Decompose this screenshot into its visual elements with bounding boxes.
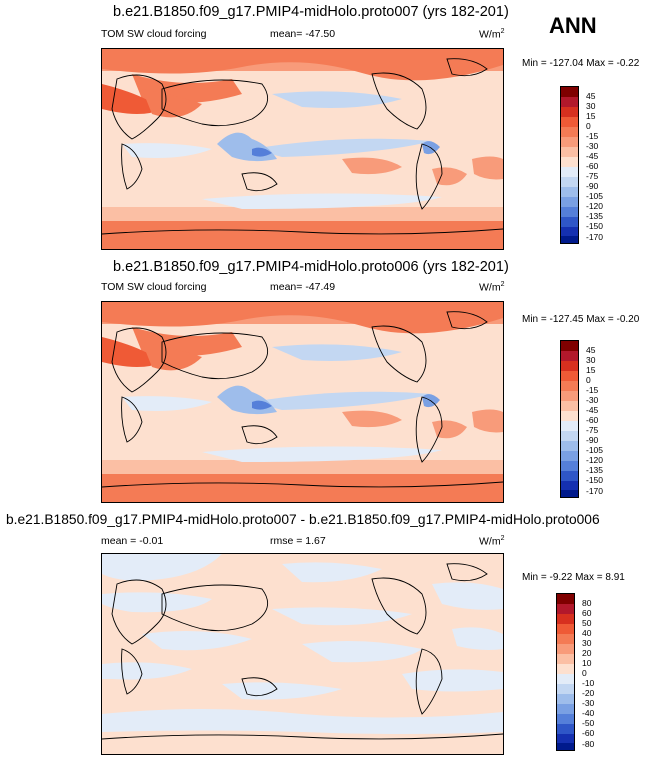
tick-label: 50 bbox=[582, 618, 592, 628]
tick-label: -105 bbox=[586, 445, 604, 455]
tick-label: -90 bbox=[586, 435, 599, 445]
tick-label: 15 bbox=[586, 365, 596, 375]
minmax-label: Min = -127.04 Max = -0.22 bbox=[522, 58, 640, 69]
map-panel-2 bbox=[101, 301, 504, 503]
tick-label: -30 bbox=[586, 395, 599, 405]
tick-label: -75 bbox=[586, 171, 599, 181]
tick-label: -170 bbox=[586, 232, 604, 242]
tick-label: -75 bbox=[586, 425, 599, 435]
mean-label: mean= -47.50 bbox=[270, 28, 336, 40]
panel-title: b.e21.B1850.f09_g17.PMIP4-midHolo.proto0… bbox=[6, 512, 600, 527]
panel-title: b.e21.B1850.f09_g17.PMIP4-midHolo.proto0… bbox=[113, 259, 509, 275]
minmax-label: Min = -127.45 Max = -0.20 bbox=[522, 314, 640, 325]
tick-label: -15 bbox=[586, 385, 599, 395]
tick-label: 80 bbox=[582, 598, 592, 608]
tick-label: -135 bbox=[586, 465, 604, 475]
tick-label: 10 bbox=[582, 658, 592, 668]
mean-label: mean = -0.01 bbox=[101, 535, 164, 547]
tick-label: -105 bbox=[586, 191, 604, 201]
tick-label: -20 bbox=[582, 688, 595, 698]
minmax-label: Min = -9.22 Max = 8.91 bbox=[522, 572, 625, 583]
tick-label: -40 bbox=[582, 708, 595, 718]
units-label: W/m2 bbox=[479, 28, 505, 41]
tick-label: 0 bbox=[586, 121, 591, 131]
variable-label: TOM SW cloud forcing bbox=[101, 28, 207, 40]
tick-label: -10 bbox=[582, 678, 595, 688]
tick-label: -150 bbox=[586, 221, 604, 231]
tick-label: 60 bbox=[582, 608, 592, 618]
tick-label: -50 bbox=[582, 718, 595, 728]
mean-label: mean= -47.49 bbox=[270, 281, 336, 293]
colorbar-3 bbox=[556, 593, 575, 751]
tick-label: -60 bbox=[586, 415, 599, 425]
tick-label: 0 bbox=[586, 375, 591, 385]
tick-label: -135 bbox=[586, 211, 604, 221]
map-panel-1 bbox=[101, 48, 504, 250]
colorbar-2 bbox=[560, 340, 579, 498]
tick-label: 20 bbox=[582, 648, 592, 658]
variable-label: TOM SW cloud forcing bbox=[101, 281, 207, 293]
tick-label: -90 bbox=[586, 181, 599, 191]
tick-label: 15 bbox=[586, 111, 596, 121]
tick-label: 45 bbox=[586, 91, 596, 101]
tick-label: -45 bbox=[586, 151, 599, 161]
tick-label: -60 bbox=[586, 161, 599, 171]
tick-label: -45 bbox=[586, 405, 599, 415]
tick-label: -150 bbox=[586, 475, 604, 485]
tick-label: -15 bbox=[586, 131, 599, 141]
tick-label: 30 bbox=[586, 101, 596, 111]
panel-title: b.e21.B1850.f09_g17.PMIP4-midHolo.proto0… bbox=[113, 4, 509, 20]
colorbar-1 bbox=[560, 86, 579, 244]
tick-label: 45 bbox=[586, 345, 596, 355]
tick-label: -30 bbox=[582, 698, 595, 708]
tick-label: -170 bbox=[586, 486, 604, 496]
units-label: W/m2 bbox=[479, 281, 505, 294]
map-panel-3 bbox=[101, 553, 504, 755]
tick-label: 0 bbox=[582, 668, 587, 678]
tick-label: -80 bbox=[582, 739, 595, 749]
tick-label: 30 bbox=[586, 355, 596, 365]
tick-label: -60 bbox=[582, 728, 595, 738]
tick-label: -30 bbox=[586, 141, 599, 151]
tick-label: 40 bbox=[582, 628, 592, 638]
tick-label: -120 bbox=[586, 455, 604, 465]
units-label: W/m2 bbox=[479, 535, 505, 548]
rmse-label: rmse = 1.67 bbox=[270, 535, 326, 547]
tick-label: 30 bbox=[582, 638, 592, 648]
tick-label: -120 bbox=[586, 201, 604, 211]
season-label: ANN bbox=[549, 13, 597, 38]
